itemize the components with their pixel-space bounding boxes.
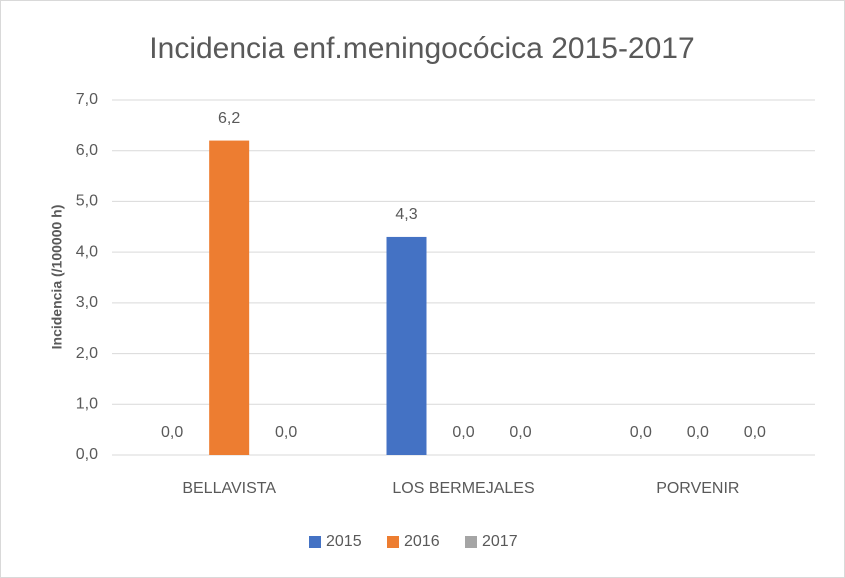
- chart-title: Incidencia enf.meningocócica 2015-2017: [149, 32, 694, 65]
- y-tick-label: 0,0: [76, 446, 98, 463]
- value-label: 4,3: [395, 206, 417, 223]
- bar: [386, 236, 427, 455]
- x-tick-label: BELLAVISTA: [182, 480, 276, 497]
- y-tick-label: 1,0: [76, 396, 98, 413]
- value-label: 0,0: [509, 424, 531, 441]
- y-tick-label: 7,0: [76, 91, 98, 108]
- y-tick-label: 2,0: [76, 345, 98, 362]
- legend-swatch: [465, 536, 477, 548]
- y-tick-label: 6,0: [76, 142, 98, 159]
- legend-label: 2015: [326, 533, 362, 550]
- legend-swatch: [309, 536, 321, 548]
- bar: [209, 140, 250, 456]
- value-label: 6,2: [218, 110, 240, 127]
- value-label: 0,0: [630, 424, 652, 441]
- legend-label: 2017: [482, 533, 518, 550]
- y-axis-label: Incidencia (/100000 h): [49, 205, 65, 350]
- y-tick-label: 3,0: [76, 294, 98, 311]
- x-tick-label: LOS BERMEJALES: [392, 480, 534, 497]
- value-label: 0,0: [452, 424, 474, 441]
- legend-label: 2016: [404, 533, 440, 550]
- value-label: 0,0: [744, 424, 766, 441]
- y-tick-label: 4,0: [76, 243, 98, 260]
- x-tick-label: PORVENIR: [656, 480, 739, 497]
- legend-swatch: [387, 536, 399, 548]
- value-label: 0,0: [275, 424, 297, 441]
- y-tick-label: 5,0: [76, 193, 98, 210]
- value-label: 0,0: [687, 424, 709, 441]
- value-label: 0,0: [161, 424, 183, 441]
